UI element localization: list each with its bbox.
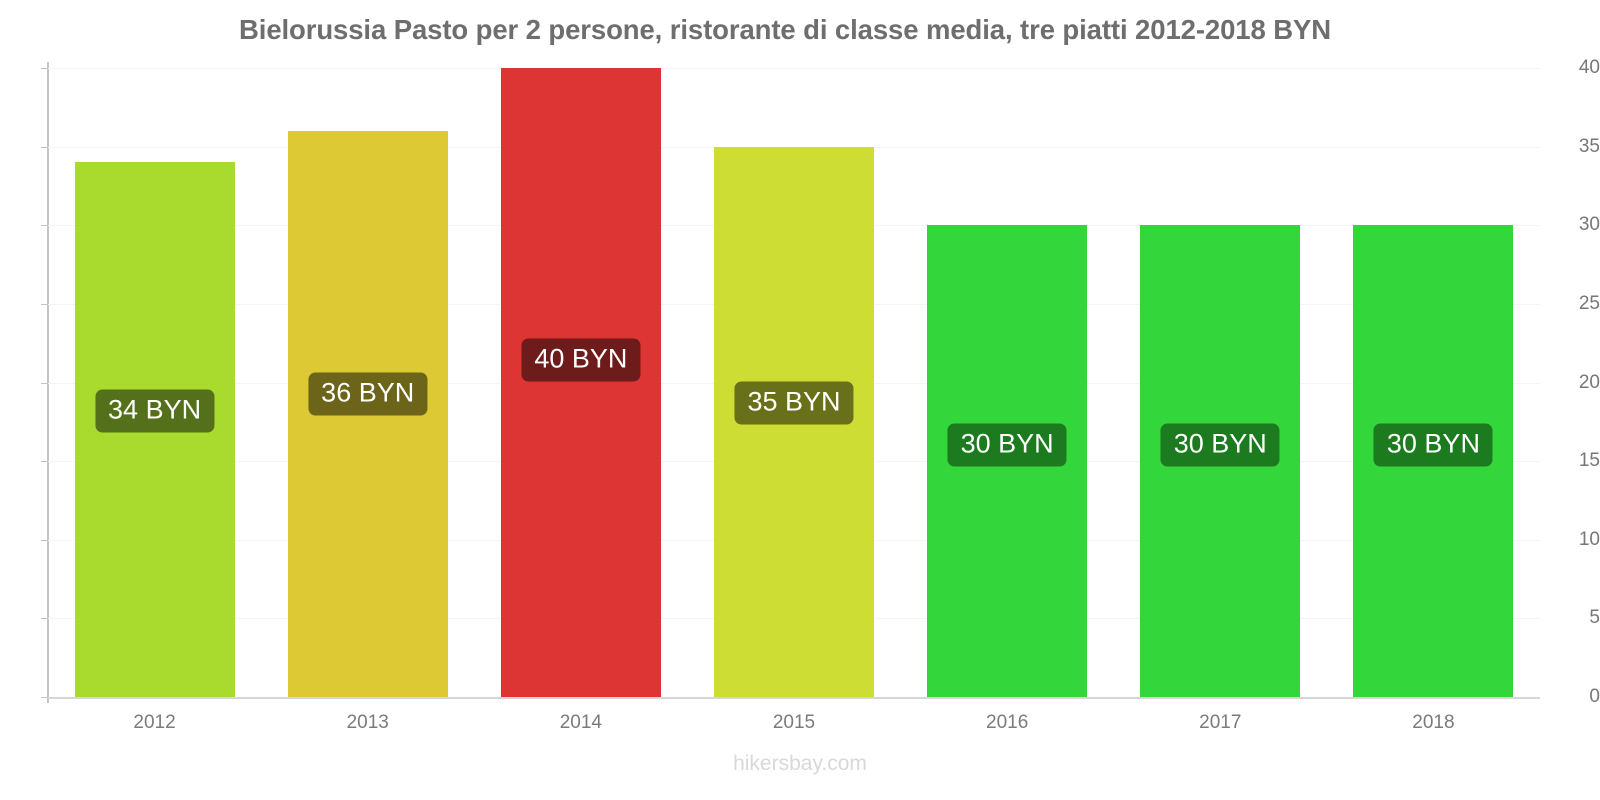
bar-value-label: 40 BYN [521, 338, 641, 382]
chart-title: Bielorussia Pasto per 2 persone, ristora… [239, 14, 1331, 45]
y-axis-tick-label: 5 [1589, 607, 1600, 629]
bar-value-label: 30 BYN [1373, 423, 1493, 467]
source-watermark: hikersbay.com [733, 752, 867, 775]
y-axis-tick-mark [41, 68, 48, 69]
gridline [48, 68, 1540, 69]
y-axis-tick-mark [41, 697, 48, 698]
bar-value-label: 34 BYN [95, 389, 215, 433]
y-axis-tick-mark [41, 539, 48, 541]
y-axis-tick-label: 25 [1578, 292, 1600, 314]
y-axis-tick-label: 20 [1578, 371, 1600, 393]
x-axis-tick-label: 2012 [133, 712, 176, 733]
y-axis-tick-label: 15 [1578, 450, 1600, 472]
x-axis-tick-label: 2013 [346, 712, 389, 733]
y-axis-tick-mark [41, 146, 48, 148]
x-axis-tick-label: 2016 [986, 712, 1029, 733]
y-axis-tick-mark [41, 618, 48, 620]
bar-value-label: 35 BYN [734, 381, 854, 425]
y-axis-tick-mark [41, 382, 48, 384]
y-axis-tick-label: 30 [1578, 214, 1600, 236]
y-axis-tick-label: 35 [1578, 135, 1600, 157]
gridline [48, 697, 1540, 699]
y-axis-tick-label: 0 [1589, 686, 1600, 707]
y-axis-tick-mark [41, 225, 48, 227]
y-axis-tick-mark [41, 303, 48, 305]
bar-value-label: 30 BYN [1160, 423, 1280, 467]
x-axis-tick-label: 2014 [559, 712, 602, 733]
bar-value-label: 36 BYN [308, 372, 428, 416]
x-axis-tick-label: 2018 [1412, 712, 1455, 733]
bar[interactable] [500, 68, 661, 697]
x-axis-tick-label: 2017 [1199, 712, 1242, 733]
y-axis-tick-label: 10 [1578, 528, 1600, 550]
bar-value-label: 30 BYN [947, 423, 1067, 467]
y-axis-tick-label: 40 [1578, 57, 1600, 78]
y-axis-tick-mark [41, 461, 48, 463]
x-axis-tick-label: 2015 [772, 712, 816, 733]
